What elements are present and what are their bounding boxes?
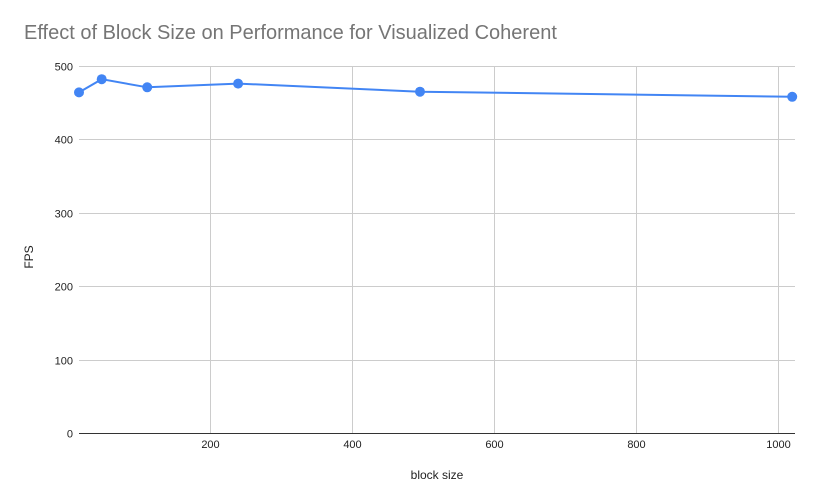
x-tick-label: 400 xyxy=(343,439,361,451)
chart-title: Effect of Block Size on Performance for … xyxy=(24,22,557,44)
data-point xyxy=(96,74,107,85)
y-axis-label: FPS xyxy=(22,245,36,268)
y-tick-label: 100 xyxy=(55,356,73,368)
x-axis-label: block size xyxy=(411,468,464,482)
data-point xyxy=(415,86,425,97)
x-tick-label: 800 xyxy=(627,439,645,451)
data-point xyxy=(233,78,244,89)
x-tick-label: 600 xyxy=(485,439,503,451)
grid-lines xyxy=(79,66,795,433)
y-tick-label: 500 xyxy=(55,62,73,74)
series-line xyxy=(78,78,793,98)
data-point xyxy=(74,87,84,98)
y-tick-label: 0 xyxy=(67,429,73,441)
y-tick-label: 400 xyxy=(55,135,73,147)
data-point xyxy=(142,82,153,93)
x-tick-label: 200 xyxy=(201,439,219,451)
y-tick-label: 300 xyxy=(55,209,73,221)
series xyxy=(74,74,798,102)
x-axis-ticks: 200 400 600 800 1000 xyxy=(201,439,790,451)
x-tick-label: 1000 xyxy=(766,439,790,451)
data-point xyxy=(787,91,798,102)
y-tick-label: 200 xyxy=(55,282,73,294)
series-group xyxy=(74,74,798,102)
y-axis-ticks: 0 100 200 300 400 500 xyxy=(55,62,73,441)
